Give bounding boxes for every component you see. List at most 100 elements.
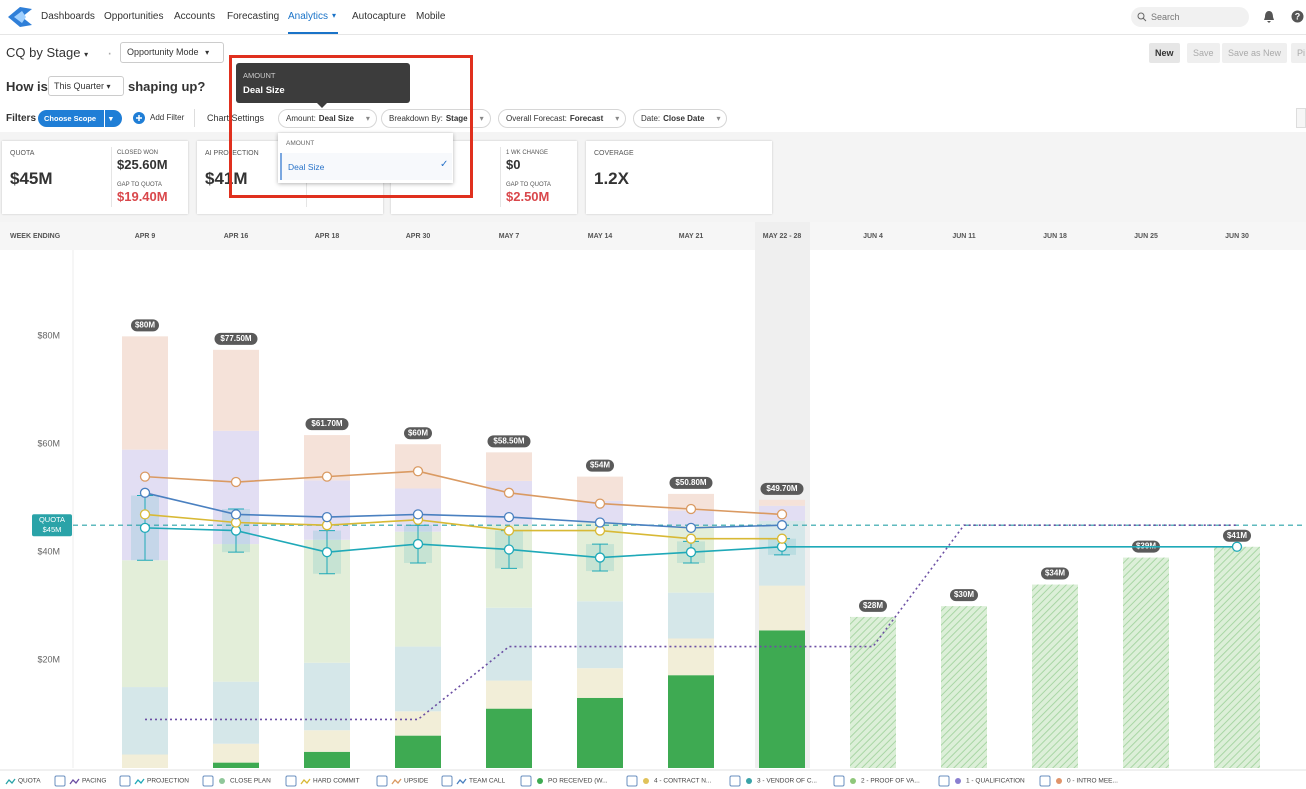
nav-caret: ▾ xyxy=(332,11,337,20)
scope-button[interactable]: Choose Scope ▾ xyxy=(38,110,122,127)
option-text: Deal Size xyxy=(288,162,325,172)
line-point xyxy=(139,471,151,482)
setting-pill[interactable]: Amount: Deal Size xyxy=(278,109,377,128)
action-button[interactable]: Pi xyxy=(1291,43,1306,63)
legend-icon xyxy=(746,778,752,784)
legend-icon xyxy=(300,778,311,785)
bar-segment xyxy=(122,687,168,755)
legend-checkbox[interactable] xyxy=(202,775,214,787)
line-point xyxy=(685,522,697,534)
bar-segment xyxy=(668,675,714,768)
kpi-side-label: 1 WK CHANGE xyxy=(506,150,549,156)
x-tick-label: JUN 30 xyxy=(1225,233,1249,240)
x-tick-label: MAY 7 xyxy=(499,233,520,240)
line-point xyxy=(230,509,242,520)
series-line xyxy=(145,524,1237,721)
bar-segment xyxy=(486,607,532,681)
kpi-card: COVERAGE 1.2X xyxy=(586,141,772,214)
total-pill xyxy=(487,435,531,448)
legend-checkbox[interactable] xyxy=(119,775,131,787)
kpi-value: $41M xyxy=(205,169,248,188)
action-button[interactable]: Save as New xyxy=(1222,43,1288,63)
legend-label: CLOSE PLAN xyxy=(230,778,271,785)
nav-item[interactable]: Opportunities xyxy=(104,11,164,22)
nav-item[interactable]: Autocapture xyxy=(352,11,406,22)
tooltip: AMOUNT Deal Size xyxy=(236,63,410,108)
nav-item[interactable]: Forecasting xyxy=(227,11,280,22)
forecast-bar xyxy=(850,616,896,768)
bar-segment xyxy=(213,349,259,431)
side-toggle[interactable] xyxy=(1296,108,1306,128)
total-pill xyxy=(131,319,159,332)
line-point xyxy=(685,503,697,515)
period-text: This Quarter xyxy=(54,81,105,91)
legend-icon xyxy=(69,778,80,785)
dropdown-option[interactable]: Deal Size ✓ xyxy=(280,153,452,180)
legend-checkbox[interactable] xyxy=(285,775,297,787)
setting-value: Close Date xyxy=(663,114,705,123)
nav-item[interactable]: Mobile xyxy=(416,11,446,22)
nav-item[interactable]: Dashboards xyxy=(41,11,95,22)
line-point xyxy=(1231,541,1243,552)
top-nav: Dashboards Opportunities Accounts Forecasti… xyxy=(0,0,1306,35)
legend-icon xyxy=(134,778,145,785)
highlight-box xyxy=(229,55,473,198)
line-point xyxy=(503,511,515,523)
x-tick-label: MAY 22 - 28 xyxy=(763,233,802,240)
settings-label: Chart Settings xyxy=(207,113,265,123)
nav-item[interactable]: Analytics xyxy=(288,11,329,22)
forecast-bar xyxy=(1123,557,1169,768)
bar-segment xyxy=(668,493,714,511)
legend-label: 4 - CONTRACT N... xyxy=(654,778,711,785)
scope-text: Choose Scope xyxy=(44,114,97,123)
divider xyxy=(194,109,195,127)
quota-badge-name: QUOTA xyxy=(39,515,65,524)
bar-segment xyxy=(577,476,623,501)
legend-checkbox[interactable] xyxy=(626,775,638,787)
legend-icon xyxy=(850,778,856,784)
legend-checkbox[interactable] xyxy=(938,775,950,787)
legend-checkbox[interactable] xyxy=(54,775,66,787)
legend-checkbox[interactable] xyxy=(833,775,845,787)
search-box[interactable]: Search xyxy=(1131,7,1249,27)
add-filter-text[interactable]: Add Filter xyxy=(150,113,185,122)
action-button[interactable]: New xyxy=(1149,43,1180,63)
x-tick-label: APR 9 xyxy=(135,233,156,240)
line-point xyxy=(139,522,151,534)
bar-segment xyxy=(668,592,714,639)
setting-pill[interactable]: Overall Forecast: Forecast xyxy=(498,109,627,128)
y-tick-label: $40M xyxy=(37,547,60,557)
mode-select[interactable]: Opportunity Mode ▾ xyxy=(120,42,224,63)
bar-segment xyxy=(577,500,623,523)
total-label: $28M xyxy=(863,601,883,610)
setting-pill[interactable]: Date: Close Date xyxy=(633,109,728,128)
question-suffix: shaping up? xyxy=(128,79,206,94)
check-icon: ✓ xyxy=(440,159,449,170)
x-tick-label: JUN 18 xyxy=(1043,233,1067,240)
action-button[interactable]: Save xyxy=(1187,43,1220,63)
logo xyxy=(8,7,32,27)
line-point xyxy=(776,509,788,520)
report-title[interactable]: CQ by Stage ▾ xyxy=(6,45,89,60)
legend-checkbox[interactable] xyxy=(1039,775,1051,787)
nav-item[interactable]: Accounts xyxy=(174,11,216,22)
line-point xyxy=(321,471,333,482)
total-pill xyxy=(1041,567,1069,580)
bar-segment xyxy=(213,743,259,763)
period-select[interactable]: This Quarter ▾ xyxy=(48,76,124,96)
tooltip-text: Deal Size xyxy=(243,85,285,96)
legend-checkbox[interactable] xyxy=(729,775,741,787)
legend-checkbox[interactable] xyxy=(441,775,453,787)
bell-icon[interactable] xyxy=(1263,10,1275,23)
legend-checkbox[interactable] xyxy=(520,775,532,787)
bar-segment xyxy=(213,762,259,768)
line-point xyxy=(776,533,788,544)
bar-segment xyxy=(122,336,168,450)
add-filter-icon[interactable] xyxy=(132,111,146,125)
setting-pill[interactable]: Breakdown By: Stage xyxy=(381,109,491,128)
legend-checkbox[interactable] xyxy=(376,775,388,787)
help-icon[interactable]: ? xyxy=(1291,10,1304,23)
search-icon xyxy=(1137,12,1147,22)
line-point xyxy=(594,517,606,528)
dropdown-header: AMOUNT xyxy=(286,140,315,147)
